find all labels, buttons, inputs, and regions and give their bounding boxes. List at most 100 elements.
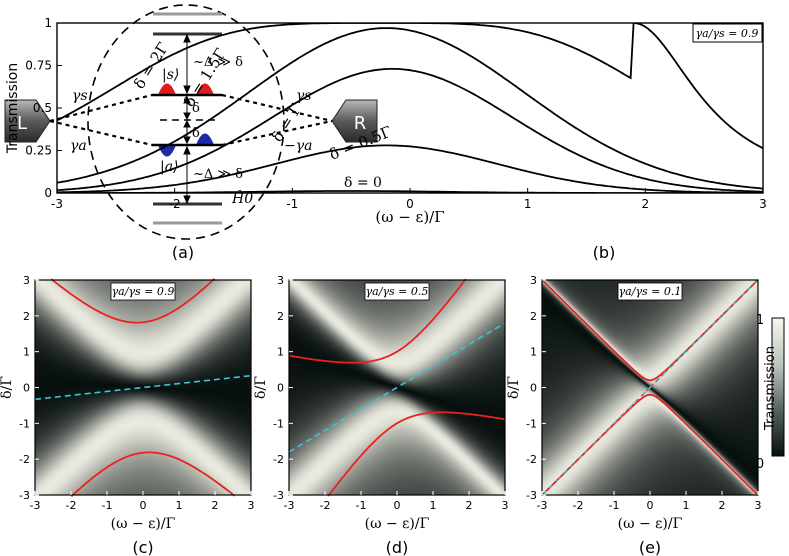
y-tick-label: -2 [19, 453, 30, 466]
lead-right: R [331, 99, 378, 143]
legend-box-b [692, 23, 763, 43]
y-tick-label: -2 [526, 453, 537, 466]
x-tick-label: 0 [140, 499, 147, 512]
y-tick-label: -1 [19, 417, 30, 430]
x-tick-label: 1 [430, 499, 437, 512]
y-tick-label: 1 [530, 346, 537, 359]
gamma-a-right: −γa [284, 138, 312, 154]
x-tick-label: 0 [394, 499, 401, 512]
gamma-s-left: γs [72, 88, 88, 104]
x-tick-label: -1 [102, 499, 113, 512]
x-tick-label-b: 0 [406, 197, 414, 211]
y-tick-label: 0 [277, 382, 284, 395]
y-tick-label: -1 [526, 417, 537, 430]
overlay-c: -3 -2 -1 0 1 2 3 3 2 1 0 -1 -2 -3 γa/γs = 0.9 (ω − ε)/Γ… [0, 274, 255, 556]
x-tick-label: 3 [502, 499, 509, 512]
gap-arrows [183, 33, 191, 205]
colorbar-title: Transmission [763, 346, 778, 431]
x-tick-label: -1 [356, 499, 367, 512]
x-tick-label-b: 2 [642, 197, 650, 211]
y-axis-label: δ/Γ [253, 376, 269, 399]
x-tick-label-b: -3 [51, 197, 63, 211]
x-tick-label: 2 [466, 499, 473, 512]
y-tick-label: 0 [23, 382, 30, 395]
colorbar-min: 0 [756, 457, 764, 472]
panel-e-heatmap: -3 -2 -1 0 1 2 3 3 2 1 0 -1 -2 -3 γa/γs = 0.1 (ω − ε)/Γ… [506, 274, 762, 556]
heatmap-c [35, 280, 251, 495]
y-tick-label-b: 0 [44, 186, 52, 200]
state-s-label: |s⟩ [162, 67, 179, 83]
red-curve-up [50, 278, 216, 324]
x-tick-label: 1 [683, 499, 690, 512]
panel-a-schematic: L R γs γa γs −γa |s⟩ |a⟩ δ δ ~Δ ≫ δ ~Δ ≫… [4, 4, 378, 262]
y-tick-label: 3 [277, 274, 284, 287]
y-ticks-b: 0 0.25 0.5 0.75 1 [25, 16, 62, 200]
series-line-b-2 [57, 68, 763, 193]
legend-box [364, 282, 430, 301]
x-tick-label-b: 1 [524, 197, 532, 211]
x-tick-label: -2 [573, 499, 584, 512]
y-tick-label: -3 [19, 489, 30, 502]
x-tick-label: 3 [755, 499, 762, 512]
red-curve-up [288, 278, 467, 364]
red-diagonal-line [541, 279, 759, 496]
y-tick-label-b: 0.25 [25, 144, 52, 158]
y-axis-label: δ/Γ [506, 376, 522, 399]
x-tick-label: -3 [284, 499, 295, 512]
y-tick-label: 1 [277, 346, 284, 359]
x-tick-label: 2 [719, 499, 726, 512]
x-tick-label: 3 [248, 499, 255, 512]
y-tick-label-b: 0.75 [25, 59, 52, 73]
y-tick-label: -3 [273, 489, 284, 502]
y-tick-label: -3 [526, 489, 537, 502]
x-tick-label: -3 [30, 499, 41, 512]
panel-b-chart: -3 -2 -1 0 1 2 3 0 0.25 0.5 0.75 1 γa/γs = 0.9 δ =… [5, 16, 767, 262]
overlay-d: -3 -2 -1 0 1 2 3 3 2 1 0 -1 -2 -3 γa/γs = 0.5 (ω − ε)/Γ… [253, 274, 509, 556]
cyan-dashed-line [288, 322, 506, 453]
colorbar: 1 0 Transmission [756, 313, 785, 472]
state-a-lobe-right [196, 133, 214, 145]
lead-left: L [4, 99, 51, 143]
series-label-0: δ = 0 [344, 175, 382, 191]
y-tick-label: 2 [23, 310, 30, 323]
x-axis-label: (ω − ε)/Γ [111, 516, 176, 532]
legend-b: γa/γs = 0.9 [696, 27, 759, 40]
y-tick-label: -2 [273, 453, 284, 466]
panel-caption: (e) [639, 538, 661, 556]
x-tick-label: 1 [176, 499, 183, 512]
series-line-b-0 [57, 23, 763, 150]
caption-a: (a) [172, 243, 194, 262]
red-curve-down [70, 451, 236, 497]
y-tick-label: 2 [277, 310, 284, 323]
series-line-b-1 [57, 27, 763, 190]
x-tick-label-b: 3 [759, 197, 767, 211]
panel-c-heatmap: -3 -2 -1 0 1 2 3 3 2 1 0 -1 -2 -3 γa/γs = 0.9 (ω − ε)/Γ… [0, 274, 255, 556]
x-tick-label: 2 [212, 499, 219, 512]
xlabel-b: (ω − ε)/Γ [375, 208, 444, 226]
gap-upper-label: ~Δ ≫ δ [193, 55, 243, 70]
x-tick-label: -3 [537, 499, 548, 512]
panel-d-heatmap: -3 -2 -1 0 1 2 3 3 2 1 0 -1 -2 -3 γa/γs = 0.5 (ω − ε)/Γ… [253, 274, 509, 556]
legend-label: γa/γs = 0.9 [112, 285, 175, 298]
legend-box [617, 282, 683, 301]
x-tick-label: -1 [609, 499, 620, 512]
state-s-lobe-left [158, 83, 176, 95]
x-tick-label-b: -2 [169, 197, 181, 211]
gap-lower-label: ~Δ ≫ δ [193, 167, 243, 182]
lead-right-label: R [354, 113, 367, 134]
panel-caption: (c) [132, 538, 153, 556]
y-axis-label: δ/Γ [0, 376, 15, 399]
gamma-a-left: γa [70, 138, 87, 154]
y-tick-label: 0 [530, 382, 537, 395]
lead-left-label: L [17, 113, 27, 134]
y-tick-label: 2 [530, 310, 537, 323]
colorbar-gradient [771, 317, 785, 457]
caption-b: (b) [593, 243, 616, 262]
x-axis-label: (ω − ε)/Γ [618, 516, 683, 532]
state-a-lobe-left [158, 145, 176, 157]
legend-label: γa/γs = 0.1 [619, 285, 682, 298]
y-tick-label: -1 [273, 417, 284, 430]
red-curve-down [327, 411, 506, 497]
cyan-dashed-line [34, 374, 252, 401]
